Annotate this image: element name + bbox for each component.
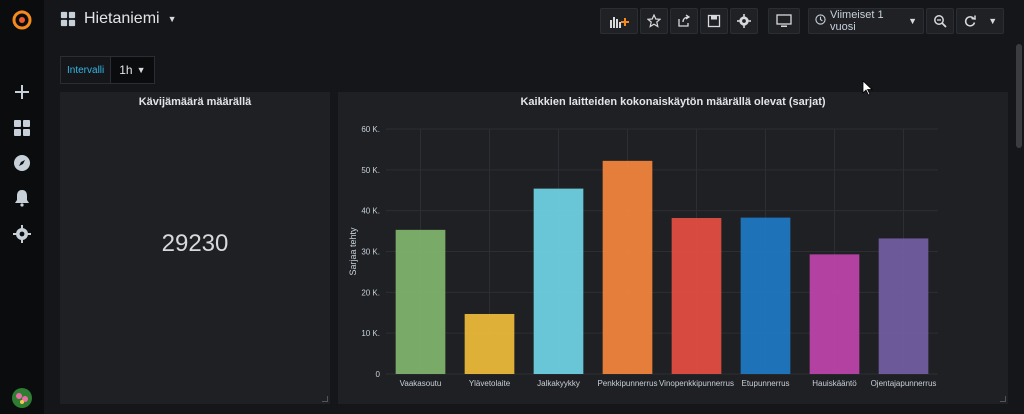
chevron-down-icon: ▼ (908, 16, 917, 26)
avatar[interactable] (10, 386, 34, 410)
add-panel-icon (610, 17, 629, 28)
bell-icon[interactable] (10, 186, 34, 210)
bar (671, 218, 722, 374)
monitor-icon (776, 14, 792, 27)
star-button[interactable] (640, 8, 668, 34)
top-navbar: Hietaniemi ▼ Viimeiset 1 vuosi ▼ (44, 0, 1024, 44)
gear-icon (737, 14, 751, 28)
dashboards-icon[interactable] (10, 116, 34, 140)
zoom-out-icon (934, 15, 947, 28)
add-panel-button[interactable] (600, 8, 638, 34)
dashboard-title: Hietaniemi (84, 10, 160, 27)
grafana-logo-icon[interactable] (10, 8, 34, 32)
x-tick-label: Etupunnerrus (741, 379, 789, 388)
bar-chart: 0 10 K. 20 K. 30 K. 40 K. 50 K. 60 K. Sarjaa te… (348, 125, 938, 388)
bar (464, 313, 515, 374)
chevron-down-icon: ▼ (136, 65, 146, 75)
x-tick-label: Ojentajapunnerrus (871, 379, 937, 388)
y-tick-label: 20 K. (361, 288, 380, 297)
bar (878, 238, 929, 374)
plus-icon[interactable] (10, 80, 34, 104)
x-tick-label: Ylävetolaite (469, 379, 511, 388)
interval-value: 1h (119, 63, 133, 77)
chart-panel[interactable]: Kaikkien laitteiden kokonaiskäytön määrä… (338, 92, 1008, 404)
page-scrollbar[interactable] (1016, 44, 1022, 148)
chevron-down-icon: ▼ (167, 14, 177, 24)
save-button[interactable] (700, 8, 728, 34)
settings-button[interactable] (730, 8, 758, 34)
time-range-label: Viimeiset 1 vuosi (830, 9, 884, 33)
chevron-down-icon: ▼ (988, 16, 998, 26)
x-tick-label: Vaakasoutu (400, 379, 442, 388)
resize-handle-icon[interactable] (1000, 396, 1006, 402)
resize-handle-icon[interactable] (322, 396, 328, 402)
gear-icon[interactable] (10, 222, 34, 246)
y-tick-label: 50 K. (361, 166, 380, 175)
bar (740, 217, 791, 374)
share-icon (678, 14, 691, 27)
compass-icon[interactable] (10, 151, 34, 175)
tv-mode-button[interactable] (768, 8, 800, 34)
y-tick-label: 40 K. (361, 207, 380, 216)
y-tick-label: 30 K. (361, 248, 380, 257)
bar (395, 229, 446, 374)
panel-title[interactable]: Kaikkien laitteiden kokonaiskäytön määrä… (520, 96, 826, 108)
sidebar (0, 0, 44, 414)
y-tick-label: 10 K. (361, 329, 380, 338)
x-tick-label: Penkkipunnerrus (597, 379, 657, 388)
variable-label: Intervalli (60, 56, 112, 84)
panel-title[interactable]: Kävijämäärä määrällä (138, 96, 252, 108)
dashboard-picker[interactable]: Hietaniemi ▼ (60, 10, 177, 28)
y-axis-label: Sarjaa tehty (348, 227, 358, 276)
variables-bar: Intervalli 1h ▼ (60, 56, 155, 84)
stat-value: 29230 (161, 230, 229, 257)
x-tick-label: Vinopenkkipunnerrus (659, 379, 734, 388)
bar (809, 254, 860, 374)
y-tick-label: 60 K. (361, 125, 380, 134)
x-tick-label: Jalkakyykky (537, 379, 580, 388)
save-icon (707, 14, 721, 28)
bar (533, 188, 584, 374)
clock-icon (815, 14, 826, 28)
refresh-button[interactable]: ▼ (956, 8, 1004, 34)
interval-select[interactable]: 1h ▼ (111, 56, 155, 84)
dashboards-icon (60, 11, 76, 27)
zoom-out-button[interactable] (926, 8, 954, 34)
y-tick-label: 0 (376, 370, 381, 379)
star-icon (647, 14, 661, 28)
stat-panel[interactable]: Kävijämäärä määrällä 29230 (60, 92, 330, 404)
x-tick-label: Hauiskääntö (812, 379, 857, 388)
mouse-cursor-icon (862, 80, 874, 96)
time-picker-button[interactable]: Viimeiset 1 vuosi ▼ (808, 8, 924, 34)
refresh-icon (964, 15, 976, 27)
share-button[interactable] (670, 8, 698, 34)
bar (602, 160, 653, 374)
